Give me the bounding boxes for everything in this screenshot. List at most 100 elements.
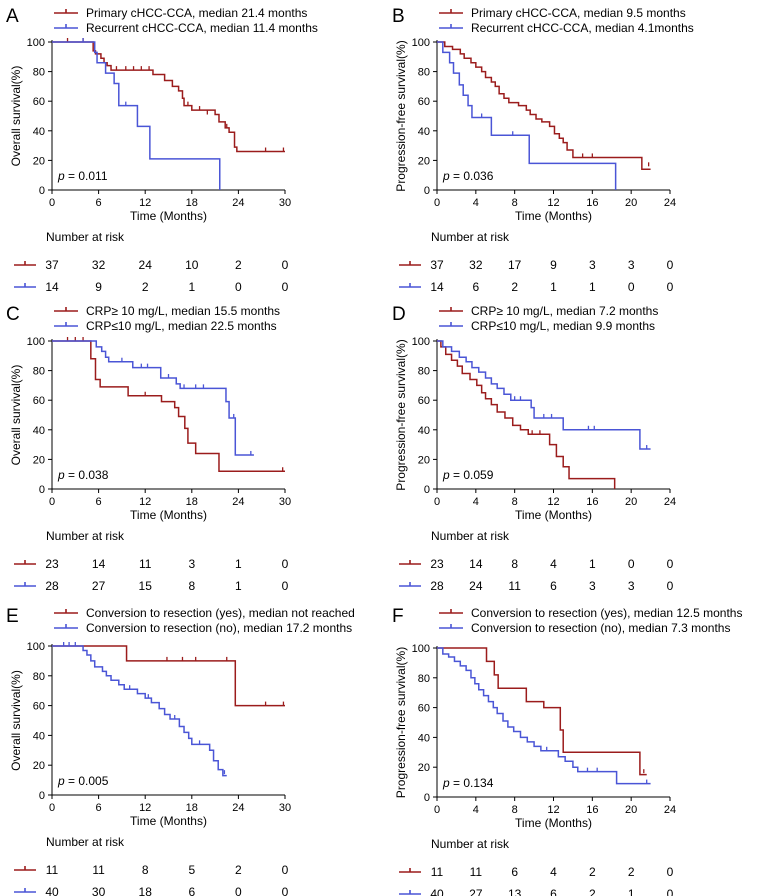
risk-value: 0: [667, 579, 674, 593]
p-value: p = 0.005: [57, 774, 109, 788]
risk-value: 1: [589, 280, 596, 294]
risk-title: Number at risk: [46, 529, 125, 543]
panel-letter: F: [392, 606, 404, 627]
risk-value: 2: [628, 865, 635, 879]
y-tick-label: 0: [39, 484, 45, 496]
x-tick-label: 4: [473, 197, 479, 209]
risk-value: 5: [188, 863, 195, 877]
risk-value: 0: [282, 557, 289, 571]
risk-value: 11: [508, 579, 521, 593]
risk-value: 14: [430, 280, 444, 294]
risk-value: 28: [45, 579, 59, 593]
km-curve-blue: [437, 41, 617, 190]
y-tick-label: 80: [418, 366, 430, 378]
risk-value: 0: [282, 885, 289, 896]
legend-label: CRP≤10 mg/L, median 22.5 months: [86, 319, 277, 333]
risk-value: 27: [469, 887, 483, 896]
risk-value: 0: [235, 885, 242, 896]
p-value: p = 0.134: [442, 776, 494, 790]
risk-value: 8: [188, 579, 195, 593]
y-tick-label: 20: [33, 155, 45, 167]
risk-value: 0: [628, 280, 635, 294]
risk-value: 1: [589, 557, 596, 571]
y-tick-label: 40: [33, 425, 45, 437]
km-curve-red: [52, 41, 285, 153]
y-tick-label: 80: [418, 67, 430, 79]
risk-value: 3: [628, 579, 635, 593]
km-curve-red: [52, 340, 285, 472]
risk-value: 0: [667, 557, 674, 571]
legend-label: Conversion to resection (yes), median no…: [86, 606, 355, 620]
y-tick-label: 0: [39, 185, 45, 197]
risk-value: 2: [235, 258, 242, 272]
y-tick-label: 100: [27, 37, 45, 49]
x-tick-label: 20: [625, 496, 637, 508]
risk-value: 1: [550, 280, 557, 294]
x-tick-label: 6: [96, 496, 102, 508]
y-tick-label: 60: [33, 701, 45, 713]
risk-value: 4: [550, 865, 557, 879]
x-axis-label: Time (Months): [130, 508, 207, 522]
x-tick-label: 18: [186, 802, 198, 814]
risk-value: 1: [235, 579, 242, 593]
risk-value: 11: [139, 557, 152, 571]
risk-value: 11: [46, 863, 59, 877]
panel-letter: E: [6, 606, 19, 627]
x-tick-label: 18: [186, 496, 198, 508]
risk-value: 2: [235, 863, 242, 877]
risk-title: Number at risk: [431, 837, 510, 851]
legend-label: CRP≥ 10 mg/L, median 7.2 months: [471, 304, 658, 318]
risk-title: Number at risk: [46, 230, 125, 244]
risk-value: 1: [235, 557, 242, 571]
risk-title: Number at risk: [431, 230, 510, 244]
risk-value: 0: [282, 280, 289, 294]
risk-value: 6: [550, 887, 557, 896]
y-tick-label: 40: [33, 730, 45, 742]
x-tick-label: 24: [664, 496, 676, 508]
x-axis-label: Time (Months): [130, 814, 207, 828]
risk-value: 28: [430, 579, 444, 593]
risk-value: 6: [188, 885, 195, 896]
y-tick-label: 60: [418, 96, 430, 108]
x-tick-label: 12: [139, 802, 151, 814]
risk-value: 9: [95, 280, 102, 294]
y-tick-label: 0: [39, 790, 45, 802]
x-tick-label: 6: [96, 197, 102, 209]
x-tick-label: 12: [547, 496, 559, 508]
risk-value: 4: [550, 557, 557, 571]
y-tick-label: 20: [418, 155, 430, 167]
risk-title: Number at risk: [46, 835, 125, 849]
legend-label: Conversion to resection (yes), median 12…: [471, 606, 742, 620]
panel-letter: C: [6, 304, 20, 325]
x-tick-label: 30: [279, 802, 291, 814]
risk-title: Number at risk: [431, 529, 510, 543]
x-tick-label: 8: [512, 804, 518, 816]
legend-label: Primary cHCC-CCA, median 9.5 months: [471, 6, 686, 20]
x-tick-label: 16: [586, 496, 598, 508]
panel-letter: A: [6, 6, 19, 27]
y-tick-label: 60: [418, 703, 430, 715]
km-curve-red: [437, 41, 651, 171]
risk-value: 6: [472, 280, 479, 294]
x-axis-label: Time (Months): [515, 209, 592, 223]
x-tick-label: 16: [586, 197, 598, 209]
x-tick-label: 24: [664, 804, 676, 816]
panel-letter: D: [392, 304, 406, 325]
x-tick-label: 0: [49, 802, 55, 814]
legend-label: Recurrent cHCC-CCA, median 4.1months: [471, 21, 694, 35]
y-axis-label: Progression-free survival(%): [394, 40, 408, 191]
x-tick-label: 12: [139, 197, 151, 209]
risk-value: 3: [188, 557, 195, 571]
km-curve-blue: [52, 340, 254, 456]
risk-value: 14: [469, 557, 483, 571]
y-axis-label: Progression-free survival(%): [394, 647, 408, 798]
risk-value: 40: [430, 887, 444, 896]
risk-value: 15: [139, 579, 153, 593]
x-tick-label: 12: [139, 496, 151, 508]
x-tick-label: 30: [279, 496, 291, 508]
x-tick-label: 30: [279, 197, 291, 209]
x-tick-label: 24: [664, 197, 676, 209]
y-tick-label: 20: [33, 454, 45, 466]
